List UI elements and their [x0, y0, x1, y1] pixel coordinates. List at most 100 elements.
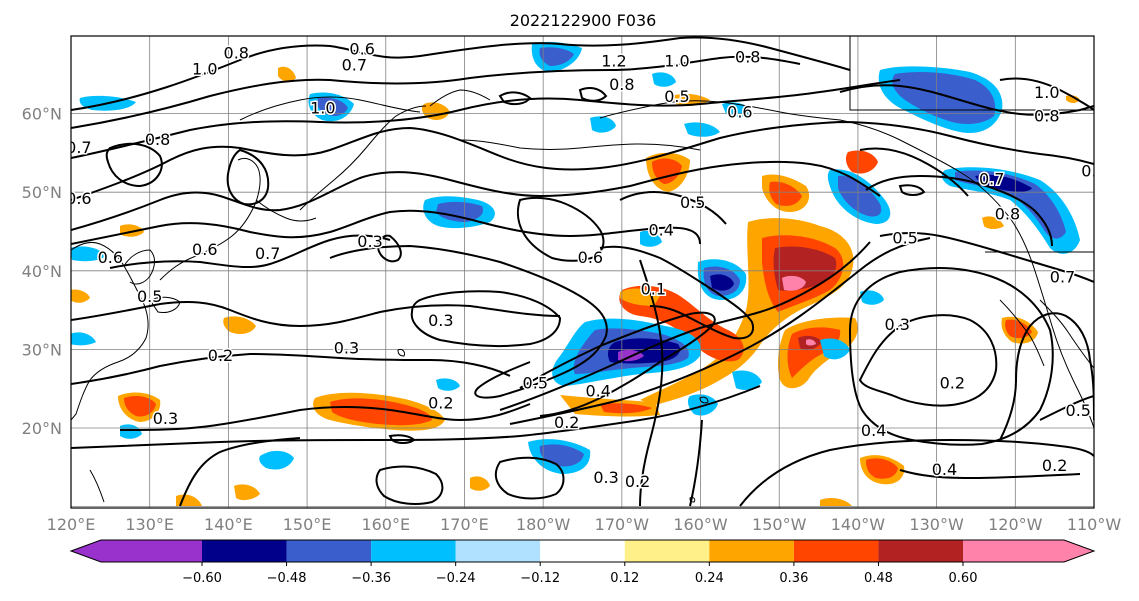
shade-region — [600, 403, 652, 414]
shade-region — [820, 498, 852, 506]
contour-value-label: 0.7 — [1050, 268, 1075, 287]
longitude-tick-label: 130°W — [909, 515, 964, 534]
contour-line — [226, 148, 270, 206]
shade-region — [590, 116, 616, 133]
coast-baja — [999, 299, 1045, 367]
contour-value-label: 1.0 — [192, 59, 217, 78]
contour-value-label: 0.3 — [153, 409, 178, 428]
colorbar-tick-label: −0.24 — [436, 571, 476, 586]
contour-value-label: 0.7 — [979, 169, 1004, 188]
contour-line — [410, 290, 562, 348]
contour-line — [329, 244, 608, 399]
contour-line — [388, 434, 416, 444]
coast-hawaii — [699, 396, 709, 404]
longitude-tick-label: 140°E — [204, 515, 253, 534]
contour-line — [999, 77, 1094, 111]
shade-region — [317, 97, 348, 116]
contour-line — [499, 241, 871, 411]
colorbar-segment — [878, 540, 963, 562]
contour-value-label: 0.8 — [1034, 106, 1059, 125]
contour-value-label: 0.7 — [342, 55, 367, 74]
colorbar-segment — [963, 540, 1094, 562]
shade-region — [710, 274, 734, 291]
contour-line — [619, 190, 727, 225]
contour-value-label: 1.2 — [601, 51, 626, 70]
contour-value-label: 0.5 — [1066, 401, 1091, 420]
map-frame — [70, 35, 1095, 509]
latitude-tick-label: 20°N — [22, 419, 62, 438]
contour-labels: 1.00.8 0.60.7 1.2 1.0 0.80.80.50.61.00.80.70… — [66, 38, 1106, 492]
shade-region — [820, 338, 850, 360]
colorbar-tick-label: 0.12 — [610, 571, 639, 586]
shade-region — [838, 175, 882, 217]
colorbar: −0.60 −0.48 −0.36 −0.24 −0.12 0.12 0.24 0.36 0.4… — [69, 539, 1096, 586]
contour-value-label: 0.5 — [137, 287, 162, 306]
colorbar-segment — [709, 540, 794, 562]
shade-region — [539, 47, 574, 66]
contour-line — [839, 84, 1094, 116]
shade-region — [436, 378, 460, 391]
coast-bering — [429, 89, 491, 107]
contour-value-label: 0.3 — [428, 311, 453, 330]
contour-value-label: 0.5 — [1081, 161, 1106, 180]
contour-value-label: 0.2 — [625, 472, 650, 491]
colorbar-tick-label: 0.48 — [864, 571, 893, 586]
longitude-tick-label: 120°W — [988, 515, 1043, 534]
contour-line — [898, 184, 926, 196]
shade-region — [975, 174, 1032, 192]
contour-line — [578, 87, 608, 102]
contour-value-label: 0.3 — [593, 468, 618, 487]
shade-region — [722, 102, 752, 117]
contour-value-label: 0.4 — [932, 460, 957, 479]
contour-value-label: 0.5 — [664, 87, 689, 106]
shade-region — [234, 484, 260, 501]
contour-line — [639, 259, 664, 507]
colorbar-segment — [371, 540, 456, 562]
longitude-tick-label: 150°W — [752, 515, 807, 534]
contour-line — [71, 55, 801, 129]
contour-line — [848, 266, 1054, 446]
longitude-tick-label: 120°E — [47, 515, 96, 534]
shade-region — [124, 396, 156, 417]
contour-line — [509, 237, 931, 425]
contour-value-label: 0.3 — [334, 338, 359, 357]
contour-line — [376, 234, 402, 263]
colorbar-segment — [455, 540, 541, 562]
contour-value-label: 0.2 — [428, 393, 453, 412]
contour-value-label: 0.8 — [145, 130, 170, 149]
contour-value-label: 0.6 — [578, 248, 603, 267]
contour-value-label: 0.8 — [735, 48, 760, 67]
coast-japan — [159, 157, 261, 281]
colorbar-segment — [202, 540, 287, 562]
graticule — [71, 36, 1094, 508]
colorbar-outline — [69, 539, 1096, 563]
longitude-tick-label: 130°E — [125, 515, 174, 534]
contour-value-label: 0.4 — [648, 220, 673, 239]
latitude-tick-label: 30°N — [22, 340, 62, 359]
shade-region — [684, 122, 720, 137]
coast-alaska — [599, 100, 1094, 429]
latitude-tick-label: 40°N — [22, 262, 62, 281]
shade-region — [278, 66, 296, 82]
contour-line — [71, 385, 761, 449]
contour-value-label: 0.6 — [98, 248, 123, 267]
shade-region — [982, 216, 1004, 229]
longitude-tick-label: 180°W — [516, 515, 571, 534]
contour-value-label: 0.7 — [66, 138, 91, 157]
coast-korea — [123, 249, 155, 285]
shade-region — [941, 167, 1080, 254]
contour-line — [71, 352, 511, 385]
contour-value-label: 0.6 — [349, 40, 374, 59]
shade-region — [470, 476, 490, 491]
shade-region — [892, 72, 996, 124]
longitude-tick-label: 110°W — [1067, 515, 1122, 534]
colorbar-tick-label: −0.36 — [351, 571, 391, 586]
contour-value-label: 0.5 — [892, 228, 917, 247]
shade-region — [71, 332, 96, 346]
contour-value-label: 0.2 — [1042, 456, 1067, 475]
contour-value-label: 0.8 — [609, 75, 634, 94]
coast-kamchatka — [299, 105, 427, 211]
contour-value-label: 0.3 — [357, 232, 382, 251]
contour-line — [71, 209, 701, 245]
